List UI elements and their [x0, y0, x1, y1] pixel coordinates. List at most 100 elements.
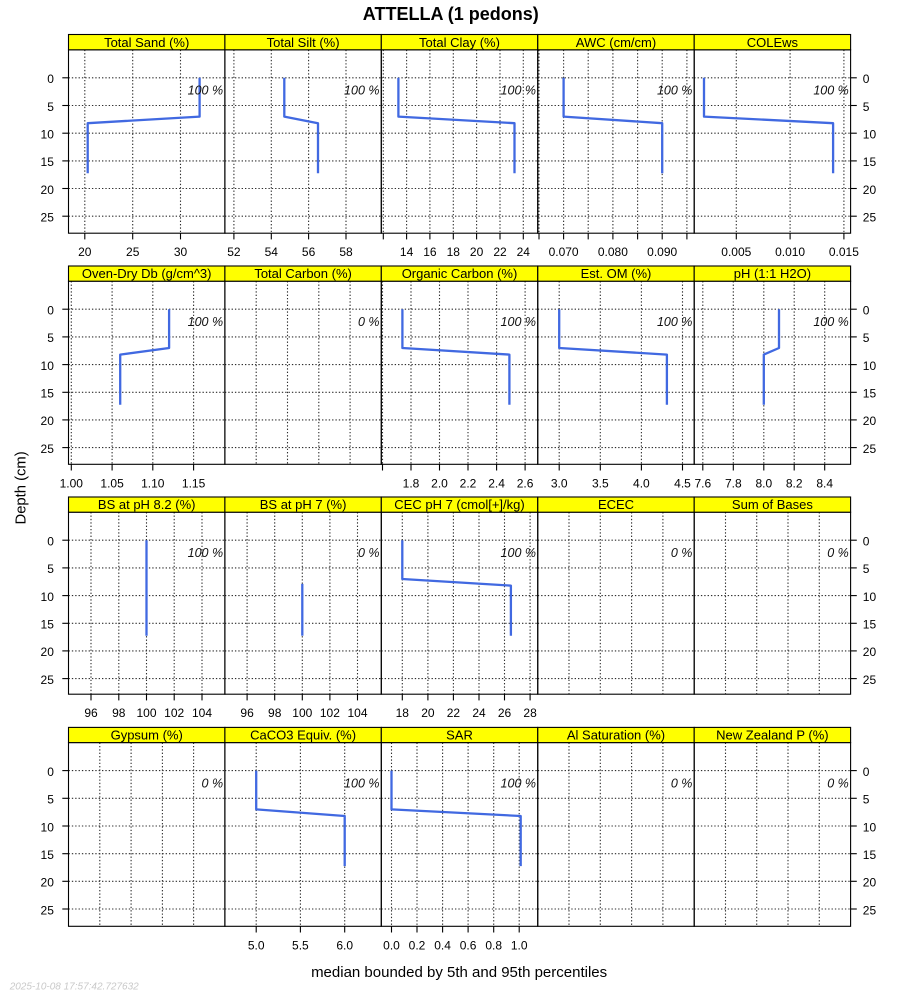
svg-text:56: 56 — [302, 245, 316, 259]
svg-text:0 %: 0 % — [671, 546, 693, 560]
svg-text:2025-10-08 17:57:42.727632: 2025-10-08 17:57:42.727632 — [9, 982, 139, 993]
svg-text:2.2: 2.2 — [460, 476, 477, 490]
svg-text:20: 20 — [41, 876, 55, 890]
svg-text:1.00: 1.00 — [60, 476, 84, 490]
svg-text:8.2: 8.2 — [786, 476, 803, 490]
svg-text:5: 5 — [47, 100, 54, 114]
svg-text:Al Saturation (%): Al Saturation (%) — [567, 728, 665, 743]
svg-text:Est. OM (%): Est. OM (%) — [581, 266, 652, 281]
svg-text:22: 22 — [493, 245, 507, 259]
svg-text:25: 25 — [863, 442, 877, 456]
svg-text:14: 14 — [400, 245, 414, 259]
svg-text:SAR: SAR — [446, 728, 473, 743]
svg-text:ECEC: ECEC — [598, 497, 634, 512]
svg-text:24: 24 — [472, 706, 486, 720]
svg-text:5: 5 — [47, 562, 54, 576]
svg-text:52: 52 — [227, 245, 241, 259]
svg-text:0: 0 — [863, 765, 870, 779]
svg-text:10: 10 — [863, 128, 877, 142]
svg-text:5: 5 — [47, 331, 54, 345]
svg-text:25: 25 — [41, 903, 55, 917]
svg-text:20: 20 — [421, 706, 435, 720]
svg-text:96: 96 — [240, 706, 254, 720]
svg-text:100 %: 100 % — [188, 546, 223, 560]
svg-text:10: 10 — [863, 359, 877, 373]
svg-text:0.080: 0.080 — [598, 245, 628, 259]
svg-text:Total Clay (%): Total Clay (%) — [419, 35, 500, 50]
svg-text:0 %: 0 % — [671, 776, 693, 790]
svg-text:1.10: 1.10 — [141, 476, 165, 490]
svg-text:100 %: 100 % — [657, 84, 692, 98]
svg-text:25: 25 — [41, 442, 55, 456]
svg-text:20: 20 — [78, 245, 92, 259]
svg-text:20: 20 — [41, 183, 55, 197]
svg-text:0: 0 — [47, 765, 54, 779]
svg-text:22: 22 — [447, 706, 461, 720]
svg-text:1.05: 1.05 — [100, 476, 124, 490]
svg-text:100 %: 100 % — [813, 315, 848, 329]
svg-text:10: 10 — [863, 820, 877, 834]
svg-text:0 %: 0 % — [827, 776, 849, 790]
svg-text:20: 20 — [41, 414, 55, 428]
svg-text:10: 10 — [41, 820, 55, 834]
svg-text:15: 15 — [41, 155, 55, 169]
svg-text:Total Carbon (%): Total Carbon (%) — [254, 266, 352, 281]
svg-text:0.0: 0.0 — [383, 938, 400, 952]
svg-text:Gypsum (%): Gypsum (%) — [111, 728, 183, 743]
svg-text:98: 98 — [112, 706, 126, 720]
svg-text:0 %: 0 % — [827, 546, 849, 560]
svg-text:pH (1:1 H2O): pH (1:1 H2O) — [734, 266, 811, 281]
svg-text:0: 0 — [863, 72, 870, 86]
svg-text:Total Silt (%): Total Silt (%) — [267, 35, 340, 50]
svg-text:100 %: 100 % — [188, 84, 223, 98]
svg-text:20: 20 — [863, 645, 877, 659]
svg-text:18: 18 — [396, 706, 410, 720]
svg-text:5: 5 — [863, 100, 870, 114]
svg-text:100: 100 — [292, 706, 312, 720]
svg-text:0 %: 0 % — [202, 776, 224, 790]
svg-text:0.8: 0.8 — [485, 938, 502, 952]
svg-text:3.5: 3.5 — [592, 476, 609, 490]
svg-text:CEC pH 7 (cmol[+]/kg): CEC pH 7 (cmol[+]/kg) — [394, 497, 524, 512]
svg-text:100 %: 100 % — [501, 315, 536, 329]
svg-text:7.8: 7.8 — [725, 476, 742, 490]
svg-text:25: 25 — [41, 211, 55, 225]
svg-text:28: 28 — [523, 706, 537, 720]
svg-text:median bounded by 5th and 95th: median bounded by 5th and 95th percentil… — [311, 964, 607, 981]
svg-text:5: 5 — [47, 793, 54, 807]
svg-text:30: 30 — [174, 245, 188, 259]
svg-text:102: 102 — [164, 706, 184, 720]
svg-text:10: 10 — [863, 590, 877, 604]
svg-text:0: 0 — [863, 304, 870, 318]
svg-text:1.15: 1.15 — [182, 476, 206, 490]
svg-text:0: 0 — [47, 72, 54, 86]
svg-text:104: 104 — [347, 706, 367, 720]
svg-text:15: 15 — [41, 387, 55, 401]
svg-text:20: 20 — [470, 245, 484, 259]
svg-text:0: 0 — [47, 304, 54, 318]
svg-text:15: 15 — [863, 848, 877, 862]
svg-text:New Zealand P (%): New Zealand P (%) — [716, 728, 828, 743]
svg-text:5.5: 5.5 — [292, 938, 309, 952]
svg-text:5: 5 — [863, 562, 870, 576]
svg-text:0 %: 0 % — [358, 315, 380, 329]
svg-text:15: 15 — [41, 618, 55, 632]
svg-text:5: 5 — [863, 793, 870, 807]
svg-text:6.0: 6.0 — [336, 938, 353, 952]
svg-text:18: 18 — [447, 245, 461, 259]
svg-text:10: 10 — [41, 128, 55, 142]
svg-text:102: 102 — [320, 706, 340, 720]
svg-text:104: 104 — [192, 706, 212, 720]
svg-text:Total Sand (%): Total Sand (%) — [104, 35, 189, 50]
svg-text:5: 5 — [863, 331, 870, 345]
svg-text:100 %: 100 % — [344, 84, 379, 98]
svg-text:0.090: 0.090 — [647, 245, 677, 259]
svg-text:AWC (cm/cm): AWC (cm/cm) — [576, 35, 656, 50]
svg-text:100 %: 100 % — [188, 315, 223, 329]
svg-text:100 %: 100 % — [813, 84, 848, 98]
svg-text:7.6: 7.6 — [694, 476, 711, 490]
svg-text:0.005: 0.005 — [721, 245, 751, 259]
svg-text:16: 16 — [423, 245, 437, 259]
svg-text:4.0: 4.0 — [633, 476, 650, 490]
svg-text:24: 24 — [517, 245, 531, 259]
